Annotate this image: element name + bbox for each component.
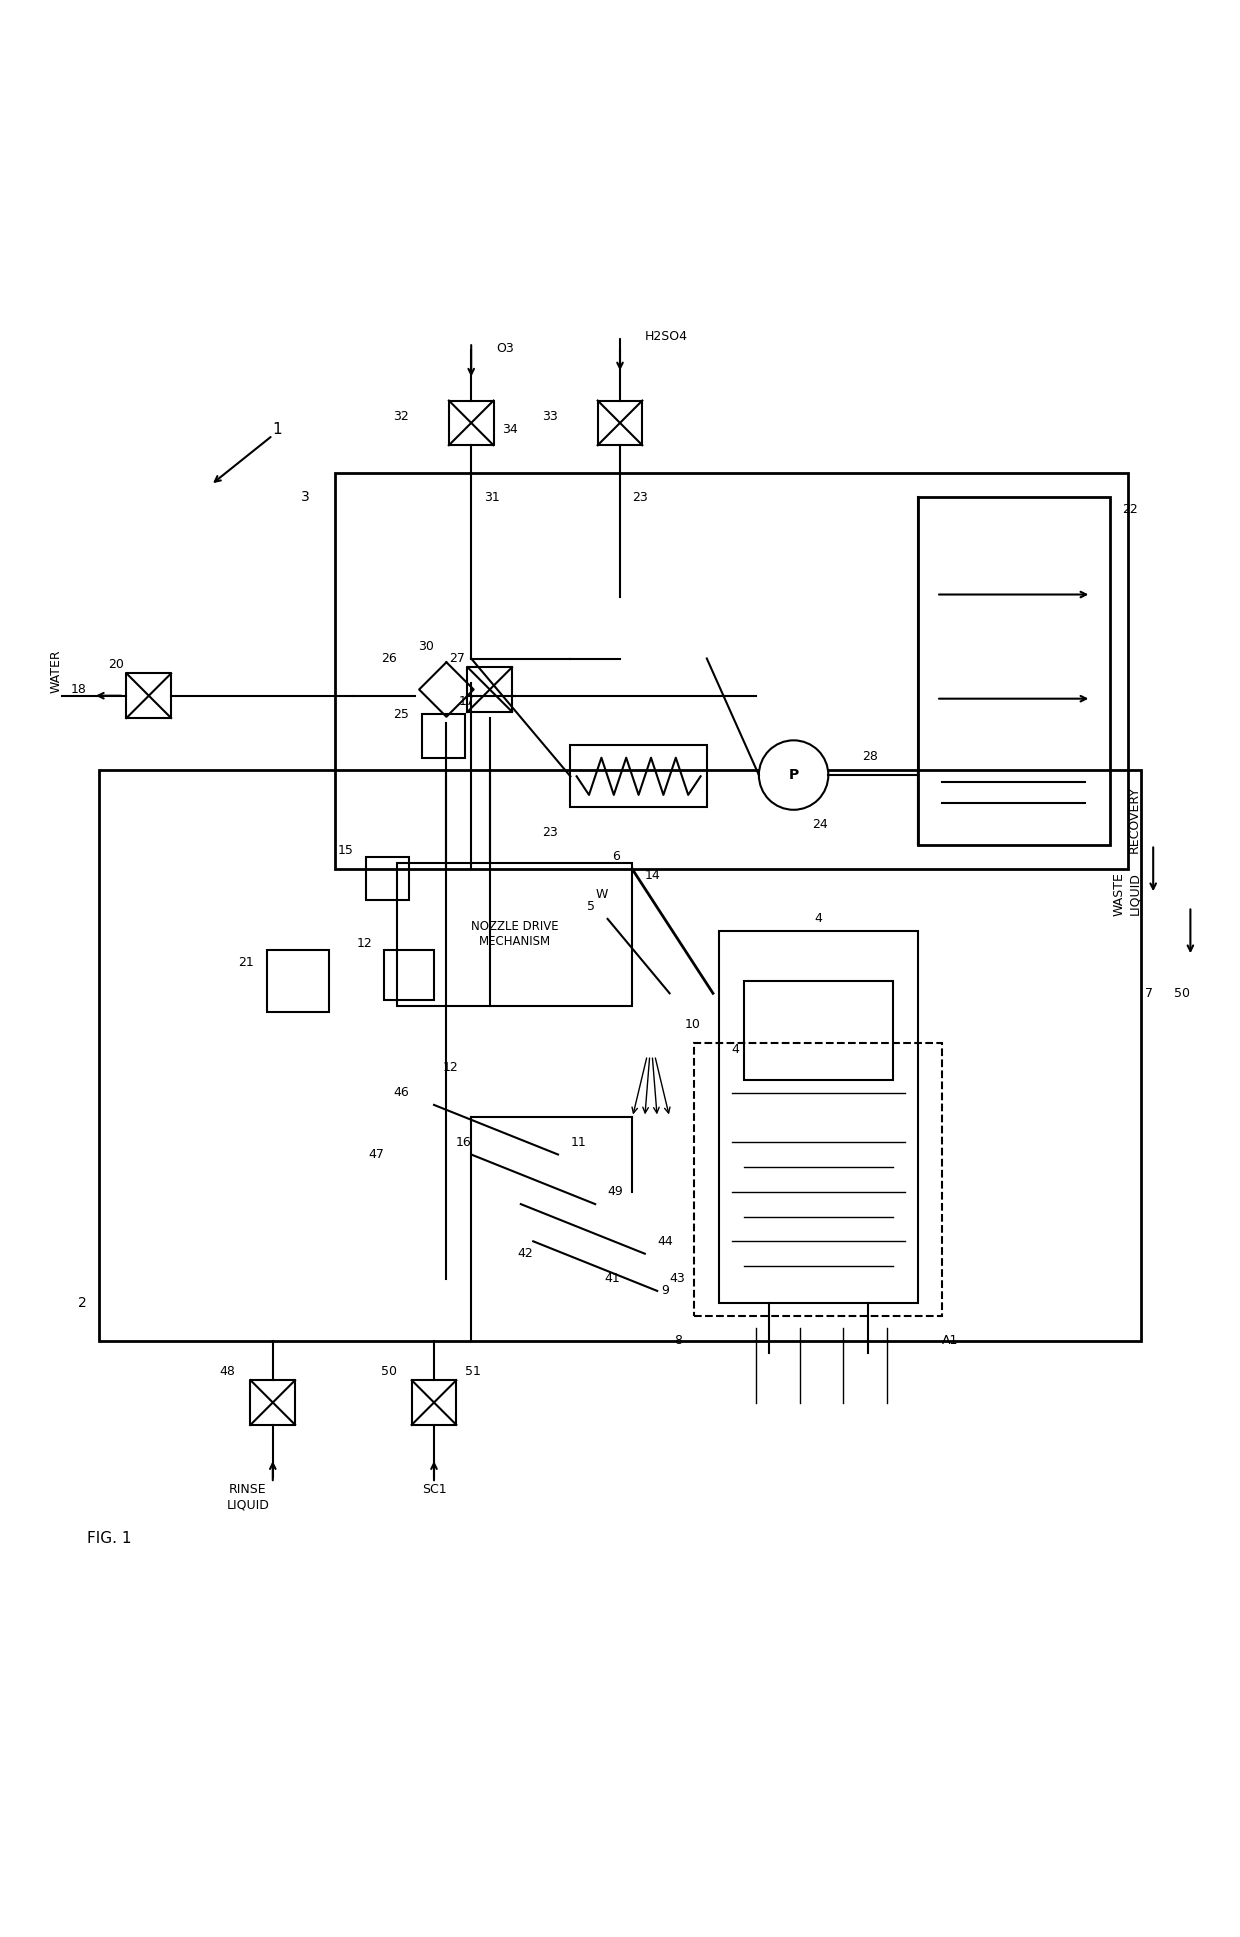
- Text: 4: 4: [732, 1042, 739, 1056]
- Text: 1: 1: [273, 422, 283, 436]
- Bar: [744, 980, 893, 1081]
- Text: 51: 51: [465, 1366, 481, 1377]
- Text: 31: 31: [484, 490, 500, 504]
- Text: 44: 44: [657, 1234, 673, 1247]
- Text: 14: 14: [645, 870, 661, 881]
- Text: A1: A1: [942, 1335, 959, 1346]
- Text: 9: 9: [662, 1284, 670, 1298]
- Text: 42: 42: [517, 1247, 533, 1261]
- Text: 11: 11: [570, 1135, 587, 1149]
- Text: 47: 47: [368, 1149, 384, 1160]
- Text: RINSE
LIQUID: RINSE LIQUID: [227, 1484, 269, 1511]
- Text: W: W: [595, 887, 608, 901]
- Text: H2SO4: H2SO4: [645, 329, 688, 343]
- Text: WATER: WATER: [50, 649, 62, 693]
- Text: WASTE
LIQUID: WASTE LIQUID: [1112, 872, 1141, 916]
- Bar: [422, 715, 465, 757]
- Text: 26: 26: [381, 653, 397, 664]
- Text: 21: 21: [238, 955, 254, 968]
- Text: 18: 18: [71, 684, 87, 695]
- Text: SC1: SC1: [422, 1484, 446, 1495]
- Bar: [366, 856, 409, 901]
- Text: NOZZLE DRIVE
MECHANISM: NOZZLE DRIVE MECHANISM: [471, 920, 558, 949]
- Text: P: P: [789, 769, 799, 783]
- Text: 10: 10: [684, 1017, 701, 1030]
- Text: 16: 16: [455, 1135, 471, 1149]
- Text: 27: 27: [449, 653, 465, 664]
- Bar: [267, 949, 329, 1011]
- Bar: [397, 864, 632, 1005]
- Text: RECOVERY: RECOVERY: [1128, 786, 1141, 852]
- Text: 2: 2: [78, 1296, 87, 1309]
- Text: 49: 49: [608, 1185, 624, 1199]
- Text: O3: O3: [496, 343, 513, 354]
- Circle shape: [759, 740, 828, 810]
- Text: 15: 15: [337, 845, 353, 858]
- Text: 20: 20: [108, 659, 124, 672]
- Bar: [694, 1042, 942, 1315]
- Text: 32: 32: [393, 411, 409, 422]
- Bar: [384, 949, 434, 999]
- Text: 41: 41: [604, 1273, 620, 1284]
- Text: 46: 46: [393, 1087, 409, 1098]
- Text: 34: 34: [502, 422, 518, 436]
- Text: 6: 6: [613, 850, 620, 864]
- Bar: [570, 746, 707, 808]
- Bar: [335, 473, 1128, 870]
- Text: 25: 25: [393, 707, 409, 721]
- Text: 48: 48: [219, 1366, 236, 1377]
- Text: 23: 23: [632, 490, 649, 504]
- Text: 17: 17: [459, 695, 475, 709]
- Bar: [99, 771, 1141, 1340]
- Text: 50: 50: [1174, 986, 1190, 999]
- Text: 23: 23: [542, 825, 558, 839]
- Text: 4: 4: [815, 912, 822, 926]
- Text: 30: 30: [418, 639, 434, 653]
- Text: 33: 33: [542, 411, 558, 422]
- Text: 12: 12: [443, 1061, 459, 1075]
- Text: 43: 43: [670, 1273, 686, 1284]
- Bar: [719, 932, 918, 1304]
- Text: FIG. 1: FIG. 1: [87, 1532, 131, 1546]
- Bar: [918, 498, 1110, 845]
- Text: 12: 12: [356, 938, 372, 951]
- Text: 7: 7: [1146, 986, 1153, 999]
- Text: 5: 5: [588, 901, 595, 912]
- Text: 50: 50: [381, 1366, 397, 1377]
- Text: 28: 28: [862, 750, 878, 763]
- Text: 24: 24: [812, 817, 828, 831]
- Text: 22: 22: [1122, 504, 1138, 515]
- Text: 3: 3: [301, 490, 310, 504]
- Text: 8: 8: [675, 1335, 682, 1346]
